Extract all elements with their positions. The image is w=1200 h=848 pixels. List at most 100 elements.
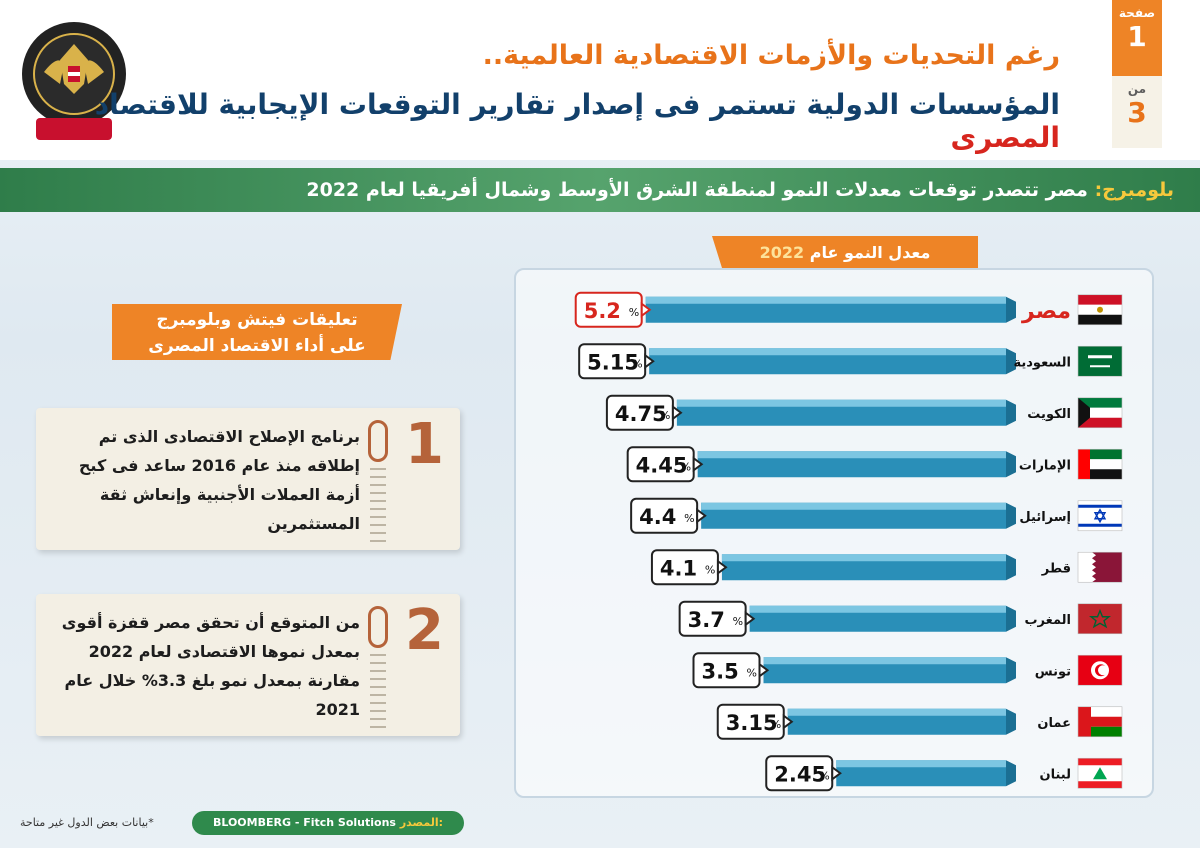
category-label: السعودية [1014, 355, 1072, 370]
bar-end [1006, 708, 1016, 735]
value-label-pointer [831, 765, 842, 782]
spiral-binding-icon [370, 654, 386, 730]
bar-end [1006, 296, 1016, 323]
value-label: 5.15 [587, 350, 639, 374]
category-label: المغرب [1024, 613, 1071, 628]
value-unit: % [660, 409, 670, 422]
bar-end [1006, 348, 1016, 375]
note-card-2: من المتوقع أن تحقق مصر قفزة أقوى بمعدل ن… [36, 594, 460, 736]
category-label: عمان [1037, 716, 1071, 731]
source-pill: BLOOMBERG - Fitch Solutions المصدر: [192, 811, 464, 835]
bar-highlight [645, 296, 1006, 304]
page-current-box: صفحة 1 [1112, 0, 1162, 76]
bar-highlight [649, 348, 1006, 356]
bar-end [1006, 502, 1016, 529]
source-value: BLOOMBERG - Fitch Solutions [212, 816, 396, 829]
bar-end [1006, 554, 1016, 581]
category-label: إسرائيل [1019, 510, 1071, 525]
chart-frame: 5.2% مصر 5.15% السعودية 4.75% الكويت 4.45% الإم… [514, 268, 1154, 798]
page-title-line1: رغم التحديات والأزمات الاقتصادية العالمي… [482, 40, 1060, 71]
lebanon-flag-icon [1077, 757, 1123, 789]
value-label: 4.4 [639, 505, 676, 529]
tunisia-flag-icon [1077, 654, 1123, 686]
israel-flag-icon [1077, 500, 1123, 532]
bar-highlight [676, 399, 1006, 407]
category-label: تونس [1035, 664, 1071, 679]
bar-highlight [836, 760, 1006, 768]
value-label-pointer [696, 507, 707, 524]
value-unit: % [819, 769, 829, 782]
value-label-pointer [644, 353, 655, 370]
value-label-pointer [744, 610, 756, 627]
value-label-pointer [640, 301, 652, 318]
value-label-pointer [671, 404, 683, 421]
bar-end [1006, 657, 1016, 684]
value-unit: % [684, 512, 694, 525]
note-number: 1 [405, 412, 444, 477]
value-unit: % [681, 460, 691, 473]
value-label-pointer [692, 456, 704, 473]
bar-highlight [763, 657, 1006, 665]
value-label-pointer [758, 662, 770, 679]
of-label: من [1127, 82, 1147, 96]
title-highlight-text: المصرى [950, 121, 1060, 154]
subtitle-highlight: بلومبرج: [1094, 179, 1174, 201]
value-label: 3.15 [726, 711, 778, 735]
note-text: من المتوقع أن تحقق مصر قفزة أقوى بمعدل ن… [61, 613, 360, 719]
value-unit: % [632, 357, 642, 370]
page-total: 3 [1127, 96, 1147, 129]
egypt-flag-icon [1077, 294, 1123, 326]
page-label: صفحة [1118, 6, 1156, 20]
bar-highlight [787, 708, 1006, 716]
page-total-box: من 3 [1112, 76, 1162, 148]
value-unit: % [629, 306, 639, 319]
value-label: 2.45 [774, 762, 826, 786]
bar-end [1006, 760, 1016, 787]
paperclip-icon [368, 606, 388, 648]
value-label: 3.5 [702, 659, 739, 683]
saudi-flag-icon [1077, 345, 1123, 377]
value-unit: % [747, 666, 757, 679]
value-unit: % [771, 718, 781, 731]
category-label: مصر [1021, 299, 1071, 324]
header: رغم التحديات والأزمات الاقتصادية العالمي… [0, 0, 1200, 160]
page-title-line2: المؤسسات الدولية تستمر فى إصدار تقارير ا… [0, 88, 1060, 154]
category-label: الإمارات [1019, 458, 1071, 473]
value-label-pointer [782, 713, 794, 730]
bar-end [1006, 605, 1016, 632]
notes-title-line2: على أداء الاقتصاد المصرى [148, 336, 366, 356]
bar-end [1006, 451, 1016, 478]
subtitle-text: مصر تتصدر توقعات معدلات النمو لمنطقة الش… [306, 179, 1088, 201]
page-number: 1 [1127, 20, 1147, 53]
value-label: 4.45 [636, 453, 688, 477]
chart-tag-year: 2022 [759, 243, 805, 262]
oman-flag-icon [1077, 706, 1123, 738]
value-label-pointer [716, 559, 728, 576]
kuwait-flag-icon [1077, 397, 1123, 429]
bar-highlight [721, 554, 1006, 562]
category-label: قطر [1041, 561, 1071, 576]
note-card-1: برنامج الإصلاح الاقتصادى الذى تم إطلاقه … [36, 408, 460, 550]
subtitle-bar: بلومبرج: مصر تتصدر توقعات معدلات النمو ل… [0, 168, 1200, 212]
value-label: 4.75 [615, 402, 667, 426]
category-label: لبنان [1040, 767, 1071, 782]
bar-highlight [697, 451, 1006, 459]
spiral-binding-icon [370, 468, 386, 544]
cabinet-logo-icon [22, 22, 126, 140]
bar-highlight [701, 502, 1006, 510]
category-label: الكويت [1027, 407, 1071, 422]
value-unit: % [705, 563, 715, 576]
notes-title: تعليقات فيتش وبلومبرج على أداء الاقتصاد … [112, 304, 402, 360]
value-label: 5.2 [584, 299, 621, 323]
note-number: 2 [405, 598, 444, 663]
qatar-flag-icon [1077, 551, 1123, 583]
morocco-flag-icon [1077, 603, 1123, 635]
chart-tag-label: معدل النمو عام [809, 243, 931, 262]
growth-bar-chart: 5.2% مصر 5.15% السعودية 4.75% الكويت 4.45% الإم… [574, 291, 1123, 792]
page-indicator: صفحة 1 من 3 [1112, 0, 1162, 148]
chart-title-tag: معدل النمو عام 2022 [712, 236, 978, 270]
bar-highlight [749, 605, 1006, 613]
value-label: 3.7 [688, 608, 725, 632]
value-label: 4.1 [660, 556, 697, 580]
note-text: برنامج الإصلاح الاقتصادى الذى تم إطلاقه … [78, 427, 360, 533]
